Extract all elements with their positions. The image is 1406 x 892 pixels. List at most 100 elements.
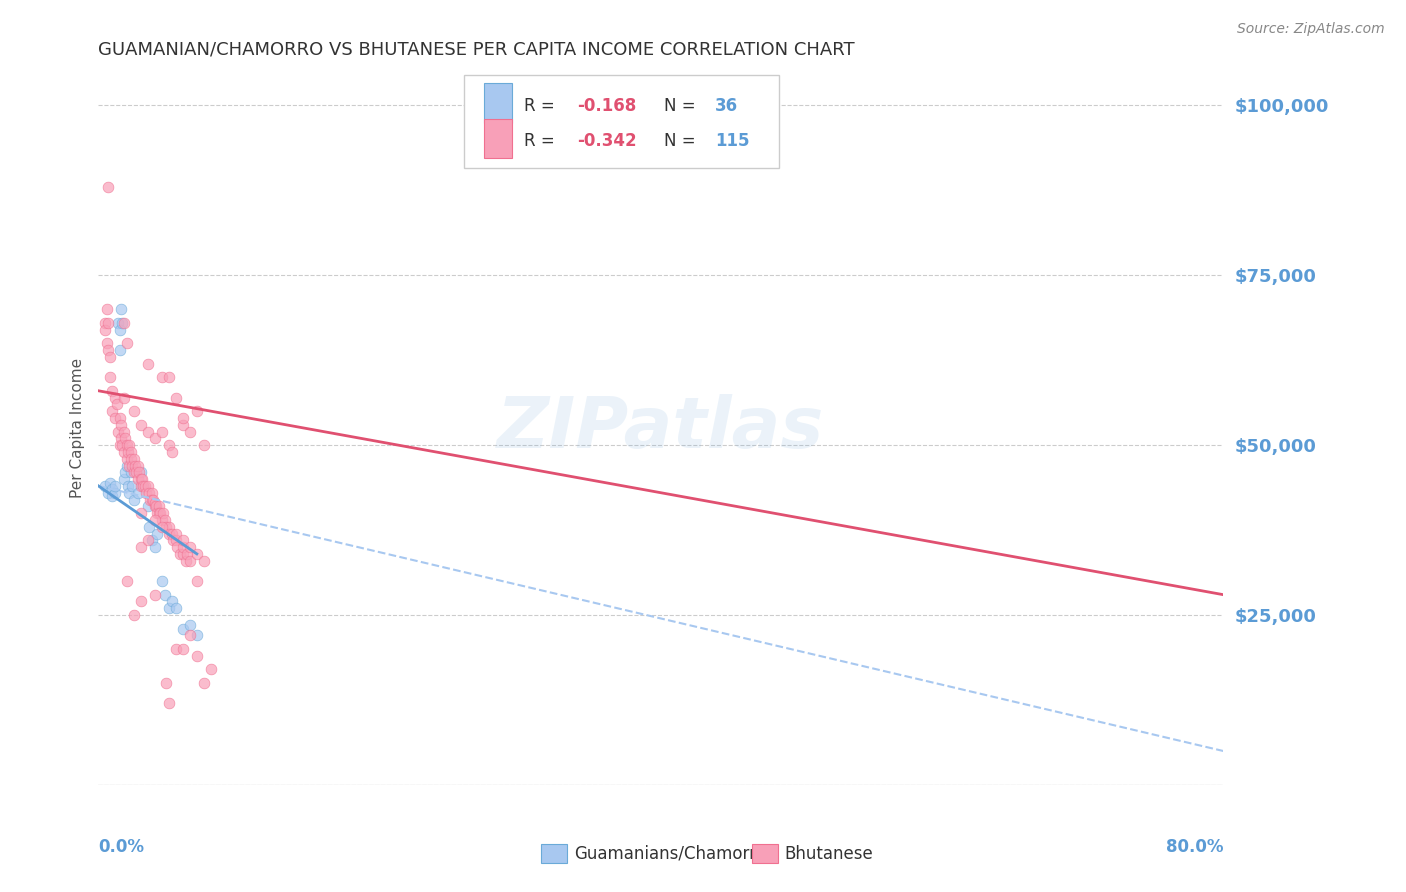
- Point: [120, 466, 142, 480]
- Point: [122, 608, 145, 623]
- Y-axis label: Per Capita Income: Per Capita Income: [69, 358, 84, 499]
- Point: [146, 526, 169, 541]
- Text: 80.0%: 80.0%: [1166, 838, 1223, 856]
- Point: [132, 479, 155, 493]
- Point: [142, 492, 165, 507]
- Bar: [484, 120, 512, 159]
- Point: [165, 526, 187, 541]
- Point: [136, 533, 159, 548]
- Point: [150, 574, 173, 588]
- Point: [101, 384, 124, 398]
- Point: [129, 417, 152, 432]
- Point: [96, 302, 118, 317]
- Point: [128, 466, 150, 480]
- Point: [176, 547, 198, 561]
- Point: [141, 492, 163, 507]
- Point: [160, 594, 183, 608]
- Point: [129, 594, 152, 608]
- Point: [129, 506, 152, 520]
- Point: [108, 323, 131, 337]
- Point: [111, 316, 134, 330]
- Text: Guamanians/Chamorros: Guamanians/Chamorros: [574, 845, 775, 863]
- Point: [122, 492, 145, 507]
- Text: 0.0%: 0.0%: [98, 838, 145, 856]
- Bar: [484, 84, 512, 123]
- Point: [97, 316, 120, 330]
- Point: [179, 554, 201, 568]
- Point: [111, 438, 134, 452]
- Text: -0.168: -0.168: [578, 96, 637, 114]
- Point: [174, 554, 197, 568]
- Point: [138, 485, 160, 500]
- Point: [97, 180, 120, 194]
- Point: [153, 513, 176, 527]
- Point: [114, 466, 136, 480]
- Point: [125, 466, 148, 480]
- Point: [120, 451, 142, 466]
- Point: [157, 526, 180, 541]
- Text: N =: N =: [664, 96, 702, 114]
- Point: [120, 445, 142, 459]
- Point: [112, 391, 135, 405]
- Point: [157, 438, 180, 452]
- Point: [157, 519, 180, 533]
- Point: [150, 513, 173, 527]
- Point: [122, 466, 145, 480]
- Point: [136, 425, 159, 439]
- Point: [193, 676, 215, 690]
- Point: [101, 489, 124, 503]
- Point: [117, 445, 139, 459]
- Point: [165, 601, 187, 615]
- Point: [172, 622, 194, 636]
- Point: [104, 411, 127, 425]
- Point: [104, 391, 127, 405]
- Point: [129, 466, 152, 480]
- Point: [121, 479, 143, 493]
- Point: [127, 472, 149, 486]
- Point: [165, 642, 187, 657]
- Text: 115: 115: [714, 132, 749, 150]
- Point: [110, 431, 132, 445]
- Point: [139, 492, 162, 507]
- Point: [150, 519, 173, 533]
- Point: [172, 411, 194, 425]
- Point: [148, 506, 170, 520]
- Point: [172, 547, 194, 561]
- Point: [122, 451, 145, 466]
- Point: [135, 485, 157, 500]
- Point: [160, 445, 183, 459]
- Point: [115, 438, 138, 452]
- Point: [108, 438, 131, 452]
- Point: [153, 588, 176, 602]
- Point: [157, 370, 180, 384]
- Point: [193, 438, 215, 452]
- Text: 36: 36: [714, 96, 738, 114]
- Point: [97, 485, 120, 500]
- Point: [166, 540, 188, 554]
- Point: [155, 676, 177, 690]
- Point: [118, 438, 141, 452]
- Point: [112, 445, 135, 459]
- Point: [94, 479, 117, 493]
- Point: [127, 485, 149, 500]
- Point: [143, 540, 166, 554]
- Point: [150, 370, 173, 384]
- Text: R =: R =: [523, 96, 560, 114]
- Point: [98, 475, 121, 490]
- Point: [101, 483, 124, 497]
- Point: [129, 479, 152, 493]
- Point: [118, 458, 141, 473]
- Text: GUAMANIAN/CHAMORRO VS BHUTANESE PER CAPITA INCOME CORRELATION CHART: GUAMANIAN/CHAMORRO VS BHUTANESE PER CAPI…: [98, 41, 855, 59]
- Text: Source: ZipAtlas.com: Source: ZipAtlas.com: [1237, 22, 1385, 37]
- Point: [143, 500, 166, 514]
- Point: [124, 458, 146, 473]
- Point: [117, 479, 139, 493]
- Point: [155, 519, 177, 533]
- Point: [114, 431, 136, 445]
- Point: [98, 350, 121, 364]
- Point: [172, 642, 194, 657]
- Point: [186, 648, 208, 663]
- Point: [143, 588, 166, 602]
- Point: [193, 554, 215, 568]
- Point: [141, 485, 163, 500]
